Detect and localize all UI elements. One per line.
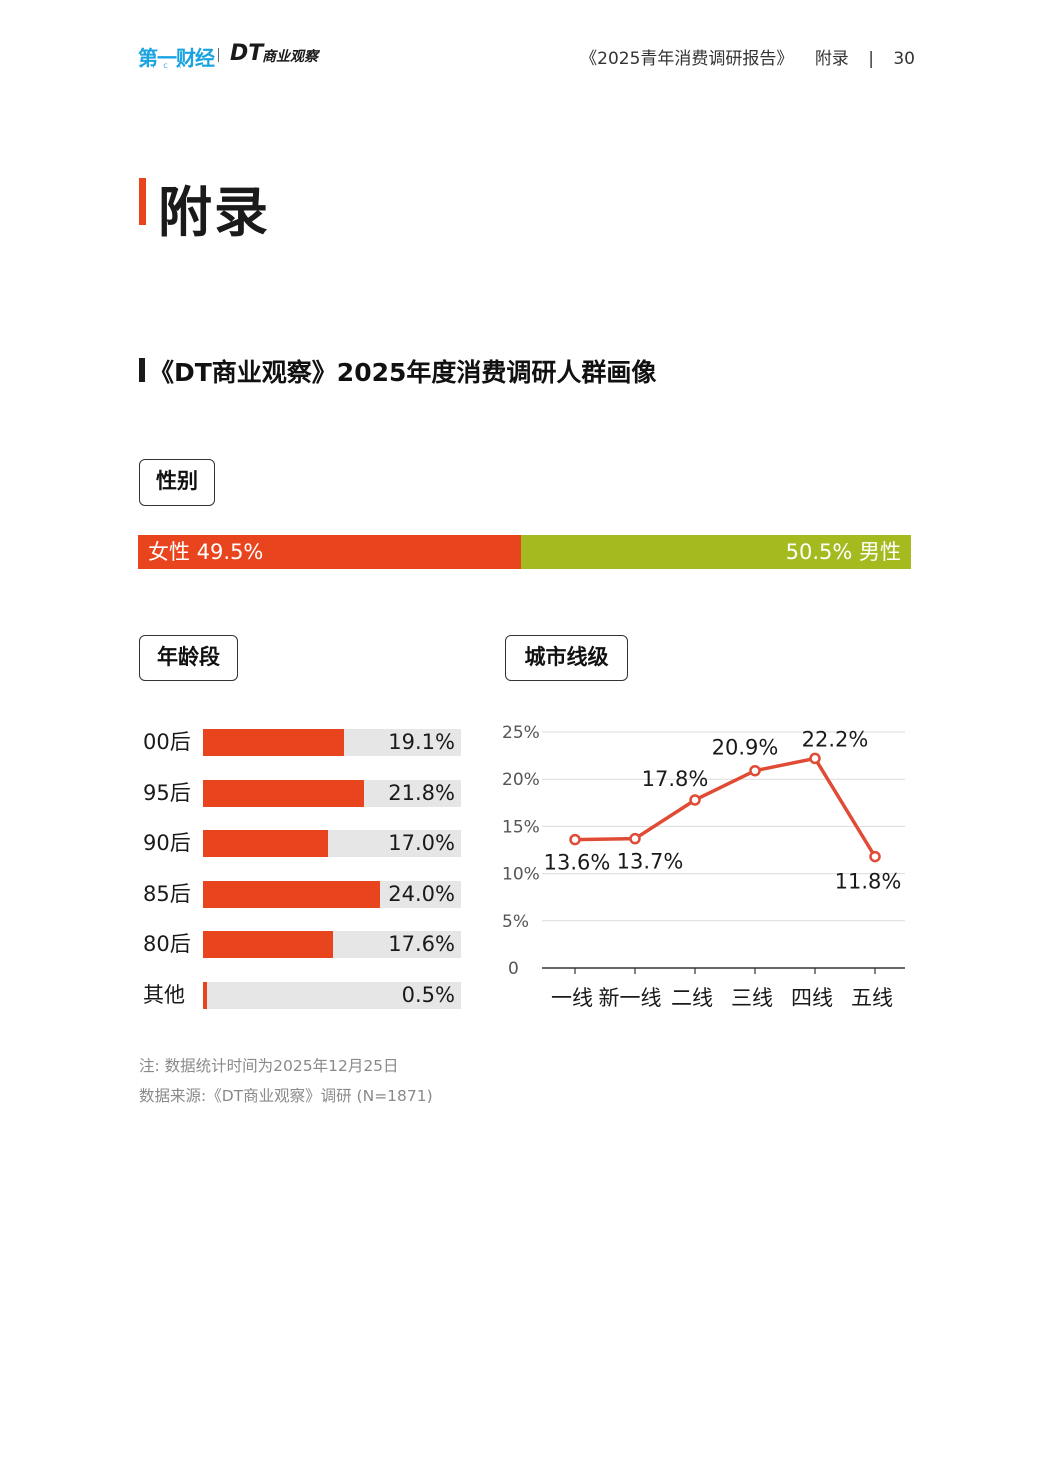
section-title: 《DT商业观察》2025年度消费调研人群画像 — [149, 358, 657, 387]
x-tick-label: 二线 — [671, 986, 713, 1010]
age-bar — [203, 931, 333, 958]
gender-female-segment — [138, 535, 521, 569]
y-tick-label: 10% — [502, 865, 540, 885]
age-bar — [203, 881, 380, 908]
age-value-label: 21.8% — [388, 781, 455, 805]
note-source: 数据来源:《DT商业观察》调研 (N=1871) — [139, 1087, 433, 1105]
dt-logo-cn: 商业观察 — [262, 49, 318, 65]
y-tick-label: 20% — [502, 770, 540, 790]
age-label: 85后 — [143, 882, 191, 906]
title-accent-bar — [139, 178, 146, 225]
gender-tag: 性别 — [139, 459, 215, 506]
y-tick-label: 5% — [502, 912, 529, 932]
data-point — [569, 833, 581, 846]
age-value-label: 19.1% — [388, 730, 455, 754]
gender-bar: 女性 49.5% 50.5% 男性 — [138, 535, 911, 569]
header-section: 附录 — [814, 49, 849, 69]
age-label: 00后 — [143, 730, 191, 754]
x-tick-label: 一线 — [551, 986, 593, 1010]
age-bar — [203, 982, 207, 1009]
y-tick-label: 15% — [502, 817, 540, 837]
data-label: 22.2% — [802, 727, 869, 751]
data-label: 13.6% — [544, 851, 611, 875]
age-value-label: 0.5% — [401, 983, 455, 1007]
series-line — [574, 756, 877, 858]
header-separator: | — [868, 49, 874, 69]
report-title: 《2025青年消费调研报告》 — [580, 49, 794, 69]
dt-logo: DT — [230, 41, 264, 66]
data-point — [689, 794, 701, 806]
data-point — [869, 850, 881, 863]
header-info: 《2025青年消费调研报告》 附录 | 30 — [580, 44, 915, 69]
y-tick-label: 0 — [508, 959, 519, 979]
age-tag: 年龄段 — [139, 635, 238, 681]
yicai-logo-sub: YICAI — [140, 63, 201, 70]
age-label: 90后 — [143, 831, 191, 855]
data-label: 20.9% — [712, 736, 779, 760]
data-label: 11.8% — [835, 870, 902, 894]
age-bar-track: 19.1% — [203, 729, 461, 756]
logo-divider — [218, 48, 219, 62]
page-number: 30 — [893, 49, 915, 69]
age-bar-track: 24.0% — [203, 881, 461, 908]
age-label: 95后 — [143, 781, 191, 805]
age-value-label: 17.0% — [388, 831, 455, 855]
age-bar — [203, 780, 364, 807]
note-date: 注: 数据统计时间为2025年12月25日 — [139, 1057, 399, 1075]
age-bar — [203, 729, 344, 756]
section-accent-bar — [139, 358, 145, 382]
data-point — [629, 832, 641, 845]
city-line-chart: 0 5% 10% 15% 20% 25% 一线 新一线 二线 三线 四线 五线 13.6% 13.7% 17… — [502, 723, 905, 1010]
age-value-label: 17.6% — [388, 932, 455, 956]
gender-female-label: 女性 49.5% — [148, 540, 264, 564]
gender-male-segment — [521, 535, 911, 569]
age-bar-track: 0.5% — [203, 982, 461, 1009]
city-tag: 城市线级 — [505, 635, 628, 681]
page-title: 附录 — [158, 181, 270, 244]
age-value-label: 24.0% — [388, 882, 455, 906]
x-tick-label: 四线 — [791, 986, 833, 1010]
x-tick-label: 新一线 — [599, 986, 662, 1010]
yicai-logo: 第一财经 — [138, 46, 215, 70]
y-tick-label: 25% — [502, 723, 540, 743]
age-label: 80后 — [143, 932, 191, 956]
age-bar — [203, 830, 328, 857]
gender-male-label: 50.5% 男性 — [785, 540, 901, 564]
age-bar-track: 17.6% — [203, 931, 461, 958]
age-bar-track: 21.8% — [203, 780, 461, 807]
x-tick-label: 五线 — [851, 986, 893, 1010]
age-label: 其他 — [143, 983, 185, 1007]
x-tick-label: 三线 — [731, 986, 773, 1010]
data-label: 17.8% — [642, 767, 709, 791]
data-point — [749, 764, 761, 777]
data-label: 13.7% — [617, 850, 684, 874]
data-point — [809, 752, 821, 765]
age-bar-track: 17.0% — [203, 830, 461, 857]
